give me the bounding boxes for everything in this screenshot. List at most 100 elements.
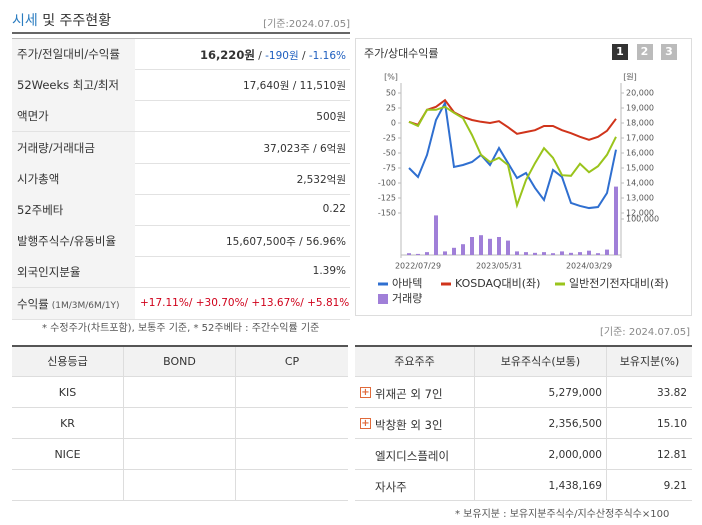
row-rule <box>12 256 350 258</box>
row-bg <box>12 162 135 194</box>
series-line <box>408 98 617 141</box>
label-text: 52Weeks 최고/최저 <box>17 78 119 93</box>
value-part: -1.16% <box>308 50 346 62</box>
cell <box>236 408 348 439</box>
y2-tick-label: 17,000 <box>626 134 654 143</box>
cell <box>124 439 236 470</box>
cell-border <box>355 439 475 470</box>
row-value: 37,023주 / 6억원 <box>140 141 346 156</box>
volume-bar <box>497 237 501 255</box>
value-part: 2,532억원 <box>296 173 346 186</box>
header-cell: BOND <box>124 347 236 377</box>
label-text: 수익률 <box>17 296 49 311</box>
row-value: 17,640원 / 11,510원 <box>140 78 346 93</box>
value-part: 16,220원 <box>199 48 255 62</box>
series-line <box>408 99 617 210</box>
row-bg <box>12 131 135 163</box>
row-rule <box>12 287 350 289</box>
base-date: [기준:2024.07.05] <box>263 19 350 30</box>
label-text: 시가총액 <box>17 171 60 186</box>
legend-label: 거래량 <box>392 292 422 305</box>
cell-border <box>607 408 692 439</box>
cell: KIS <box>12 377 124 408</box>
value-part: 500원 <box>316 111 346 124</box>
y-tick-label: -75 <box>383 164 396 173</box>
y-axis-label: [%] <box>384 73 398 82</box>
row-label: 외국인지분율 <box>17 264 80 280</box>
cell <box>236 439 348 470</box>
volume-bar <box>407 253 411 255</box>
row-label: 52주베타 <box>17 202 63 218</box>
label-text: 52주베타 <box>17 203 64 217</box>
volume-bar <box>542 252 546 255</box>
volume-bar <box>515 251 519 255</box>
row-rule <box>12 69 350 70</box>
y3-tick-label: 100,000 <box>626 215 659 224</box>
title-highlight: 시세 <box>12 13 38 29</box>
legend-label: 일반전기전자대비(좌) <box>569 276 669 290</box>
header-cell: CP <box>236 347 348 377</box>
holder-shares: 2,356,500 <box>548 418 602 430</box>
series-line <box>408 105 617 209</box>
table-top <box>355 345 692 347</box>
y-tick-label: 50 <box>386 89 396 98</box>
value-part: / <box>254 50 266 62</box>
y2-tick-label: 14,000 <box>626 179 654 188</box>
holder-pct: 9.21 <box>663 480 687 492</box>
row-bg <box>12 69 135 101</box>
holder-name: 박창환 외 3인 <box>375 418 443 432</box>
volume-bar <box>452 247 456 255</box>
cell <box>236 470 348 501</box>
cell-border <box>475 377 607 408</box>
holder-pct: 15.10 <box>656 418 687 430</box>
holder-shares: 2,000,000 <box>548 449 602 461</box>
header-cell: 신용등급 <box>12 347 124 377</box>
y-tick-label: -100 <box>378 179 396 188</box>
cell: NICE <box>12 439 124 470</box>
chart-tab[interactable]: 2 <box>636 44 653 60</box>
top-rule <box>12 38 350 39</box>
volume-bar <box>614 186 618 255</box>
chart-tab[interactable]: 1 <box>612 44 628 60</box>
holder-pct: 33.82 <box>656 387 687 399</box>
row-label: 액면가 <box>17 108 49 124</box>
legend-swatch <box>378 294 388 304</box>
value-part: 17,640원 / 11,510원 <box>242 80 346 93</box>
row-rule <box>12 225 350 226</box>
y-tick-label: 25 <box>386 104 396 113</box>
volume-bar <box>578 252 582 255</box>
cell <box>124 408 236 439</box>
row-bg <box>12 287 135 319</box>
expand-button[interactable]: + <box>360 387 371 398</box>
volume-bar <box>587 250 591 255</box>
volume-bar <box>605 249 609 255</box>
row-value: 15,607,500주 / 56.96% <box>140 234 346 249</box>
cell-border <box>607 377 692 408</box>
cell-border <box>607 439 692 470</box>
volume-bar <box>470 237 474 255</box>
label-text: 액면가 <box>17 109 49 124</box>
cell-border <box>475 439 607 470</box>
label-note: (1M/3M/6M/1Y) <box>51 300 120 311</box>
y-tick-label: -125 <box>378 194 396 203</box>
row-label: 주가/전일대비/수익률 <box>17 46 120 62</box>
row-value: 500원 <box>140 109 346 124</box>
cell-border <box>355 408 475 439</box>
value-part: 37,023주 / 6억원 <box>263 142 346 155</box>
expand-button[interactable]: + <box>360 418 371 429</box>
row-bg <box>12 100 135 132</box>
value-part: 15,607,500주 / 56.96% <box>225 236 346 249</box>
y2-tick-label: 20,000 <box>626 89 654 98</box>
y-tick-label: -150 <box>378 209 396 218</box>
footnote: * 수정주가(차트포함), 보통주 기준, * 52주베타 : 주간수익률 기준 <box>42 323 320 334</box>
volume-bar <box>560 251 564 255</box>
row-rule <box>12 100 350 102</box>
x-tick-label: 2022/07/29 <box>395 262 441 271</box>
chart-tab[interactable]: 3 <box>661 44 677 60</box>
holder-name: 엘지디스플레이 <box>375 449 450 463</box>
y-tick-label: -25 <box>383 134 396 143</box>
title-rule <box>12 32 350 34</box>
y2-tick-label: 16,000 <box>626 149 654 158</box>
y2-tick-label: 19,000 <box>626 104 654 113</box>
holder-name: 위재곤 외 7인 <box>375 387 443 401</box>
